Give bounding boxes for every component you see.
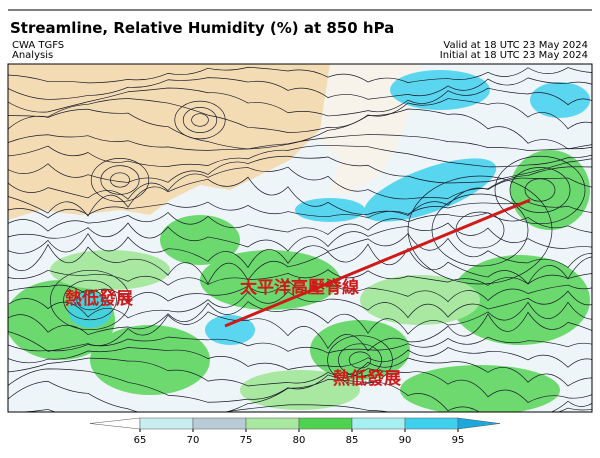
colorbar-segment: [457, 417, 501, 430]
streamline-loop: [509, 167, 571, 213]
streamline: [8, 176, 592, 217]
streamline-loop: [524, 178, 556, 202]
model: CWA TGFS: [12, 40, 64, 51]
run-type: Analysis: [12, 50, 53, 61]
streamline-loop: [327, 335, 393, 385]
streamline: [8, 134, 592, 151]
colorbar-tick-label: 80: [293, 435, 306, 446]
streamline: [8, 368, 592, 403]
streamline-loop: [174, 100, 226, 140]
streamline: [8, 336, 592, 354]
streamline-loop: [494, 155, 586, 225]
colorbar-segment: [298, 417, 353, 430]
streamline-loop: [407, 175, 553, 285]
colorbar-tick-label: 65: [134, 435, 147, 446]
humidity-fill: [68, 70, 590, 345]
annotation: 熱低發展: [65, 288, 133, 308]
humidity-fill: [50, 250, 480, 410]
streamline: [8, 155, 592, 184]
annotation: 熱低發展: [333, 368, 401, 388]
streamline: [8, 232, 592, 269]
initial-time: Initial at 18 UTC 23 May 2024: [440, 50, 588, 61]
streamline: [8, 301, 592, 335]
streamline: [8, 66, 592, 84]
annotation: 太平洋高壓脊線: [240, 277, 359, 297]
streamline: [8, 108, 592, 150]
streamline-loop: [431, 193, 529, 267]
colorbar-tick-label: 90: [399, 435, 412, 446]
streamline: [8, 166, 592, 200]
streamline: [8, 347, 592, 370]
colorbar-tick-label: 95: [452, 435, 465, 446]
colorbar-segment: [139, 417, 194, 430]
streamline: [8, 212, 592, 235]
map-frame: [7, 63, 593, 413]
streamline: [8, 98, 592, 133]
colorbar-tick-label: 70: [187, 435, 200, 446]
streamline-loop: [182, 107, 218, 133]
streamlines: [8, 66, 592, 412]
streamline-loop: [348, 351, 372, 369]
streamline: [8, 201, 592, 219]
ridge-line: [224, 198, 531, 328]
colorbar-segment: [245, 417, 300, 430]
colorbar-segment: [192, 417, 247, 430]
valid-time: Valid at 18 UTC 23 May 2024: [443, 40, 588, 51]
title: Streamline, Relative Humidity (%) at 850…: [10, 19, 394, 37]
streamline: [8, 269, 592, 286]
streamline: [16, 404, 592, 412]
streamline-loop: [191, 113, 209, 127]
streamline-loop: [100, 165, 140, 195]
streamline-loop: [76, 289, 104, 311]
colorbar-tick-label: 75: [240, 435, 253, 446]
streamline: [8, 77, 592, 100]
map-area: [7, 63, 593, 413]
colorbar-segment: [404, 417, 459, 430]
colorbar: 65 70 75 80 85 90 95: [89, 417, 501, 446]
streamline: [8, 87, 592, 117]
streamline-loop: [110, 172, 130, 188]
colorbar-segment: [351, 417, 406, 430]
streamline-loop: [338, 343, 382, 377]
colorbar-tick-label: 85: [346, 435, 359, 446]
streamline: [8, 290, 592, 319]
colorbar-segment: [89, 417, 141, 430]
streamline: [8, 357, 592, 387]
streamline: [8, 243, 592, 285]
streamline: [8, 311, 592, 352]
streamline-loop: [50, 269, 130, 331]
streamline: [8, 222, 592, 252]
streamline-loop: [90, 158, 150, 202]
streamline: [8, 379, 592, 412]
streamline-loop: [63, 279, 117, 321]
